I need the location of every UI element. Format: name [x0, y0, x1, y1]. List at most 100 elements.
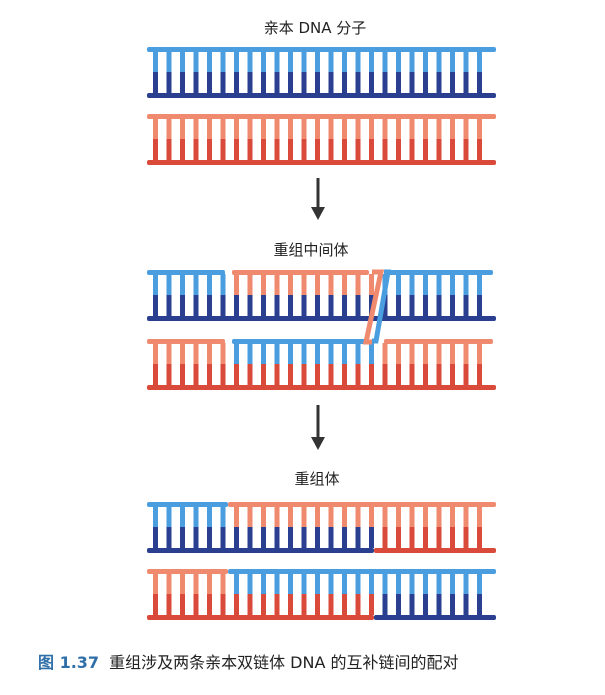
base-rung [382, 118, 388, 139]
base-rung [166, 274, 172, 295]
base-rung [369, 506, 374, 527]
base-rung [207, 573, 212, 594]
strand-backbone [147, 114, 496, 119]
base-rung [288, 51, 293, 72]
base-rung [423, 527, 428, 548]
base-rung [463, 573, 469, 594]
base-rung [396, 506, 401, 527]
base-rung [261, 506, 266, 527]
base-rung [193, 139, 199, 160]
base-rung [409, 274, 415, 295]
strand-backbone [228, 569, 496, 574]
base-rung [409, 343, 415, 364]
base-rung [369, 343, 374, 364]
base-rung [477, 139, 482, 160]
base-rung [301, 51, 307, 72]
base-rung [274, 51, 280, 72]
base-rung [207, 295, 212, 316]
base-rung [207, 364, 212, 385]
strand-backbone [147, 316, 496, 321]
base-rung [450, 295, 455, 316]
base-rung [450, 118, 455, 139]
base-rung [288, 364, 293, 385]
base-rung [342, 274, 347, 295]
base-rung [328, 51, 334, 72]
base-rung [382, 364, 388, 385]
base-rung [261, 51, 266, 72]
base-rung [301, 139, 307, 160]
base-rung [247, 274, 253, 295]
base-rung [234, 72, 239, 93]
base-rung [153, 295, 158, 316]
base-rung [463, 343, 469, 364]
base-rung [261, 594, 266, 615]
base-rung [355, 343, 361, 364]
base-rung [342, 51, 347, 72]
base-rung [153, 506, 158, 527]
base-rung [301, 118, 307, 139]
base-rung [274, 274, 280, 295]
crossover-strand-red [362, 269, 385, 345]
base-rung [301, 295, 307, 316]
base-rung [261, 72, 266, 93]
base-rung [193, 72, 199, 93]
base-rung [369, 594, 374, 615]
base-rung [477, 295, 482, 316]
base-rung [328, 343, 334, 364]
base-rung [382, 295, 388, 316]
base-rung [193, 295, 199, 316]
base-rung [193, 51, 199, 72]
strand-backbone [232, 270, 369, 275]
base-rung [288, 343, 293, 364]
base-rung [220, 295, 226, 316]
base-rung [220, 118, 226, 139]
base-rung [477, 573, 482, 594]
intermediate-duplex-top [147, 270, 496, 321]
strand-backbone [232, 339, 369, 344]
base-rung [234, 527, 239, 548]
base-rung [153, 364, 158, 385]
strand-backbone [147, 93, 496, 98]
base-rung [369, 72, 374, 93]
strand-backbone [374, 548, 496, 553]
down-arrow-2-icon [311, 405, 325, 450]
base-rung [180, 72, 185, 93]
base-rung [369, 118, 374, 139]
base-rung [180, 573, 185, 594]
base-rung [153, 594, 158, 615]
base-rung [315, 118, 320, 139]
base-rung [382, 527, 388, 548]
base-rung [288, 573, 293, 594]
intermediate-duplex-bottom [147, 339, 496, 390]
base-rung [477, 364, 482, 385]
base-rung [220, 506, 226, 527]
base-rung [436, 295, 442, 316]
base-rung [355, 506, 361, 527]
base-rung [315, 51, 320, 72]
base-rung [207, 527, 212, 548]
base-rung [369, 573, 374, 594]
base-rung [436, 594, 442, 615]
base-rung [247, 364, 253, 385]
base-rung [396, 343, 401, 364]
base-rung [328, 72, 334, 93]
base-rung [193, 594, 199, 615]
base-rung [247, 527, 253, 548]
base-rung [328, 506, 334, 527]
base-rung [180, 118, 185, 139]
base-rung [166, 573, 172, 594]
base-rung [328, 573, 334, 594]
base-rung [207, 274, 212, 295]
base-rung [328, 295, 334, 316]
base-rung [301, 72, 307, 93]
base-rung [382, 594, 388, 615]
base-rung [207, 51, 212, 72]
base-rung [220, 573, 226, 594]
base-rung [355, 72, 361, 93]
base-rung [220, 139, 226, 160]
strand-backbone [147, 615, 374, 620]
base-rung [328, 118, 334, 139]
base-rung [193, 527, 199, 548]
base-rung [409, 527, 415, 548]
base-rung [207, 72, 212, 93]
